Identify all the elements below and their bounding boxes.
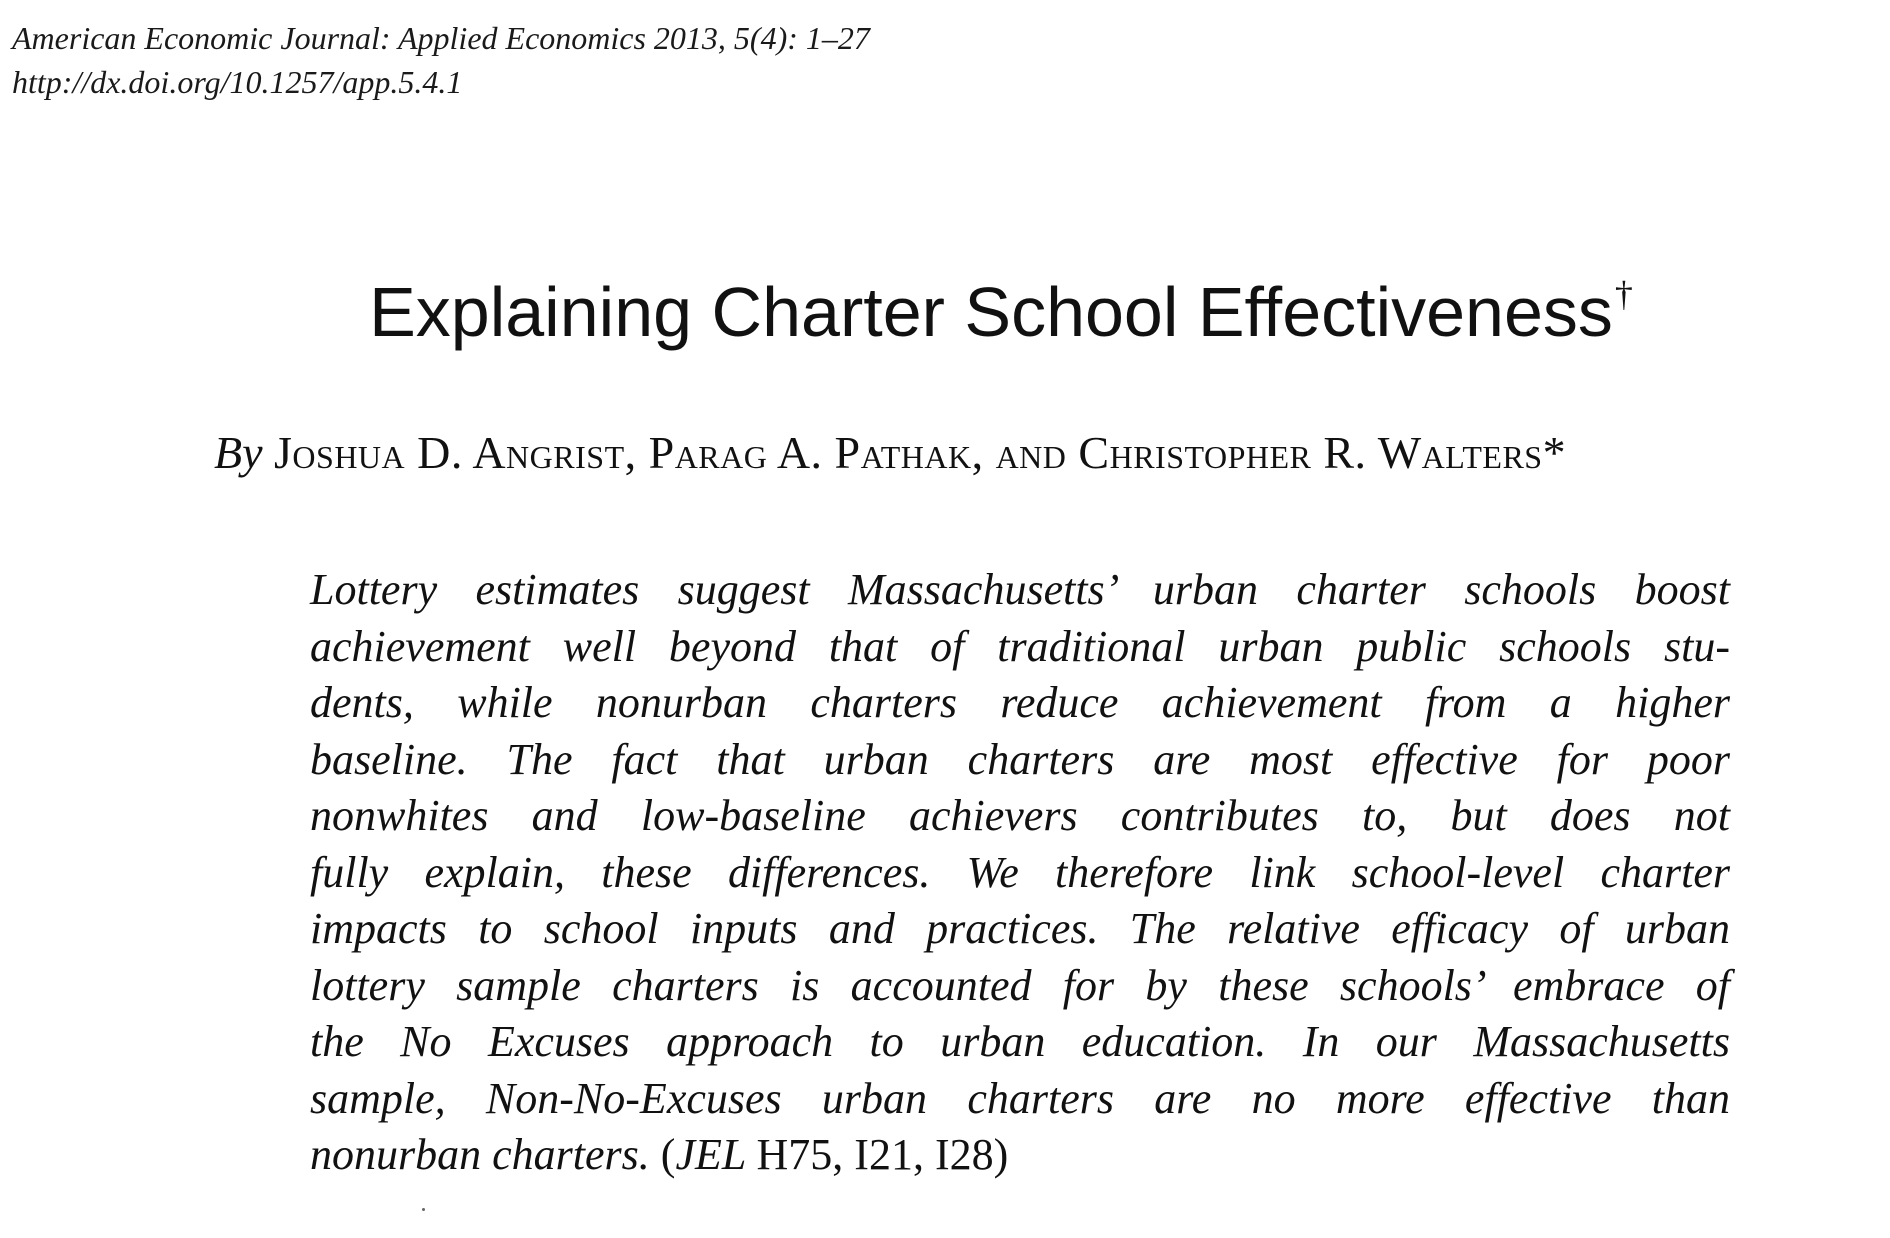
abstract-line: Lottery estimates suggest Massachusetts’… [310, 565, 1730, 614]
abstract-line: nonwhites and low-baseline achievers con… [310, 791, 1730, 840]
abstract-line: baseline. The fact that urban charters a… [310, 734, 1730, 784]
paper-title-text: Explaining Charter School Effectiveness [369, 273, 1613, 351]
abstract-line: lottery sample charters is accounted for… [310, 960, 1730, 1010]
abstract-line: achievement well beyond that of traditio… [310, 621, 1730, 671]
stray-dot [422, 1208, 425, 1211]
jel-codes: H75, I21, I28) [756, 1130, 1009, 1179]
abstract-line: impacts to school inputs and practices. … [310, 904, 1730, 953]
author-names: Joshua D. Angrist, Parag A. Pathak, and … [274, 427, 1567, 478]
abstract-line: the No Excuses approach to urban educati… [310, 1017, 1730, 1066]
abstract-line: fully explain, these differences. We the… [310, 847, 1730, 897]
doi-link[interactable]: http://dx.doi.org/10.1257/app.5.4.1 [12, 64, 463, 100]
author-byline: By Joshua D. Angrist, Parag A. Pathak, a… [214, 425, 1566, 481]
journal-header: American Economic Journal: Applied Econo… [12, 16, 870, 104]
jel-label: JEL [675, 1130, 746, 1179]
journal-citation: American Economic Journal: Applied Econo… [12, 20, 870, 56]
paper-title: Explaining Charter School Effectiveness† [0, 270, 1890, 354]
byline-prefix: By [214, 427, 263, 478]
abstract-line: dents, while nonurban charters reduce ac… [310, 678, 1730, 727]
abstract-last-line: nonurban charters. (JEL H75, I21, I28) [310, 1127, 1730, 1184]
abstract-line: sample, Non-No-Excuses urban charters ar… [310, 1073, 1730, 1123]
jel-open-paren: ( [660, 1130, 676, 1179]
abstract-last-line-text: nonurban charters. [310, 1130, 650, 1179]
abstract: Lottery estimates suggest Massachusetts’… [310, 562, 1730, 1184]
title-footnote-mark[interactable]: † [1614, 273, 1633, 314]
